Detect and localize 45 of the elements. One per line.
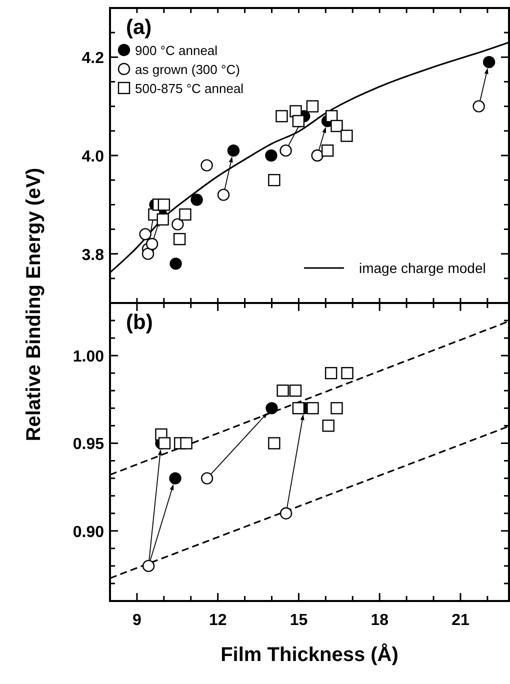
point — [306, 100, 319, 112]
point — [330, 120, 343, 132]
annotation: image charge model — [359, 260, 486, 276]
x-tick-label: 15 — [290, 612, 308, 629]
x-tick-label: 12 — [208, 612, 227, 629]
point — [180, 437, 192, 450]
point — [292, 114, 305, 128]
point — [142, 248, 154, 260]
legend-label: 500-875 °C anneal — [135, 81, 244, 96]
y-tick-label: 4.2 — [82, 50, 104, 68]
chart-title: (b) — [126, 311, 153, 334]
point — [268, 174, 280, 186]
y-tick-label: 0.90 — [72, 524, 104, 541]
y-tick-label: 4.0 — [82, 148, 104, 166]
x-tick-label: 9 — [132, 612, 142, 629]
point — [266, 402, 278, 414]
legend-label: 900 °C anneal — [135, 43, 218, 58]
chart-title: (a) — [126, 16, 152, 39]
point — [292, 402, 305, 414]
point — [190, 194, 203, 206]
point — [169, 472, 182, 484]
point — [139, 228, 152, 240]
point — [146, 238, 158, 250]
y-axis-title: Relative Binding Energy (eV) — [23, 168, 45, 442]
x-tick-label: 18 — [370, 612, 389, 629]
y-tick-label: 0.95 — [72, 436, 104, 454]
point — [170, 258, 182, 270]
y-tick-label: 3.8 — [82, 246, 104, 264]
point — [179, 208, 192, 221]
point — [321, 144, 334, 157]
point — [227, 144, 240, 157]
point — [482, 56, 496, 68]
point — [326, 110, 338, 122]
point — [173, 232, 186, 246]
x-tick-label: 21 — [452, 612, 470, 629]
point — [158, 198, 170, 211]
legend-label: as grown (300 °C) — [135, 62, 240, 77]
point — [306, 402, 319, 414]
point — [158, 437, 171, 450]
point — [324, 367, 338, 380]
x-axis-title: Film Thickness (Å) — [220, 643, 398, 666]
point — [289, 384, 302, 397]
y-tick-label: 1.00 — [72, 348, 104, 366]
point — [265, 149, 278, 162]
point — [156, 213, 169, 226]
